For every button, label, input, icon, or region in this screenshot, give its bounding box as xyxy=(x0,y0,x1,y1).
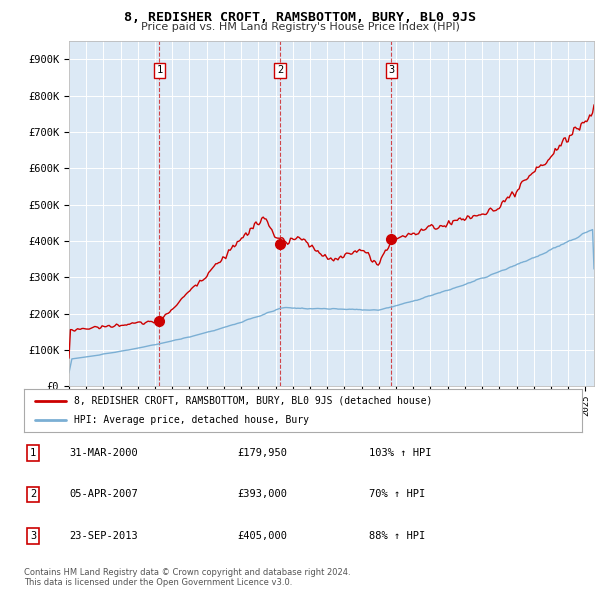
Text: 70% ↑ HPI: 70% ↑ HPI xyxy=(369,490,425,499)
Text: Contains HM Land Registry data © Crown copyright and database right 2024.: Contains HM Land Registry data © Crown c… xyxy=(24,568,350,577)
Text: 103% ↑ HPI: 103% ↑ HPI xyxy=(369,448,431,458)
Text: 1: 1 xyxy=(30,448,36,458)
Text: 2: 2 xyxy=(30,490,36,499)
Text: 23-SEP-2013: 23-SEP-2013 xyxy=(69,531,138,540)
Text: 88% ↑ HPI: 88% ↑ HPI xyxy=(369,531,425,540)
Text: 05-APR-2007: 05-APR-2007 xyxy=(69,490,138,499)
Text: £393,000: £393,000 xyxy=(237,490,287,499)
Text: Price paid vs. HM Land Registry's House Price Index (HPI): Price paid vs. HM Land Registry's House … xyxy=(140,22,460,32)
Text: 1: 1 xyxy=(156,65,163,76)
Text: 2: 2 xyxy=(277,65,283,76)
Text: 3: 3 xyxy=(388,65,395,76)
Text: £405,000: £405,000 xyxy=(237,531,287,540)
Text: This data is licensed under the Open Government Licence v3.0.: This data is licensed under the Open Gov… xyxy=(24,578,292,587)
Text: 31-MAR-2000: 31-MAR-2000 xyxy=(69,448,138,458)
Text: 8, REDISHER CROFT, RAMSBOTTOM, BURY, BL0 9JS (detached house): 8, REDISHER CROFT, RAMSBOTTOM, BURY, BL0… xyxy=(74,396,433,406)
Text: £179,950: £179,950 xyxy=(237,448,287,458)
Text: HPI: Average price, detached house, Bury: HPI: Average price, detached house, Bury xyxy=(74,415,309,425)
Text: 3: 3 xyxy=(30,531,36,540)
Text: 8, REDISHER CROFT, RAMSBOTTOM, BURY, BL0 9JS: 8, REDISHER CROFT, RAMSBOTTOM, BURY, BL0… xyxy=(124,11,476,24)
